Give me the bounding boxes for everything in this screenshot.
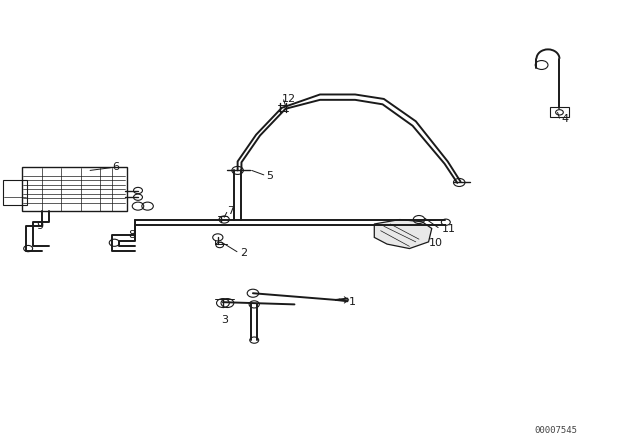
Text: 4: 4 — [561, 114, 568, 124]
Text: 12: 12 — [282, 94, 296, 104]
Text: 8: 8 — [129, 230, 136, 240]
Text: 10: 10 — [429, 238, 443, 248]
Text: 00007545: 00007545 — [534, 426, 577, 435]
Text: 1: 1 — [349, 297, 356, 307]
Text: 7: 7 — [227, 207, 234, 216]
Text: 9: 9 — [36, 221, 43, 231]
Text: 5: 5 — [266, 171, 273, 181]
Text: 11: 11 — [442, 224, 455, 234]
Text: 6: 6 — [113, 162, 120, 172]
Text: 3: 3 — [221, 315, 228, 325]
Text: 2: 2 — [240, 248, 247, 258]
Polygon shape — [374, 220, 432, 249]
